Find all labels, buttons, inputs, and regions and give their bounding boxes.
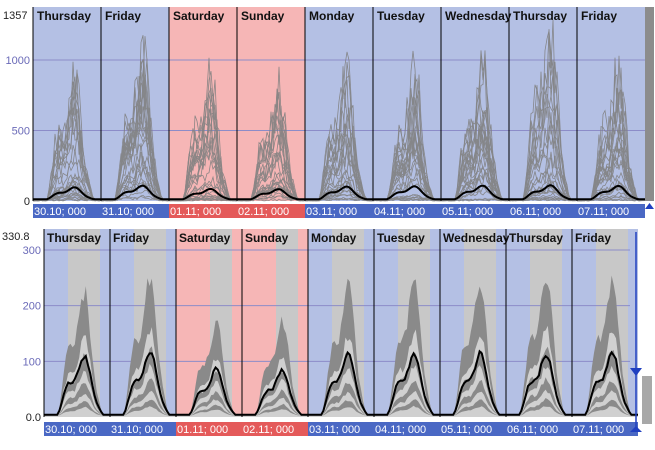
date-cell: [242, 422, 308, 436]
day-label: Thursday: [47, 231, 101, 245]
date-cell: [506, 422, 572, 436]
day-label: Wednesday: [443, 231, 510, 245]
trace-line: [577, 156, 646, 202]
date-cell: [101, 204, 169, 218]
y-tick-label: 0.0: [26, 412, 41, 424]
mean-series-line: [44, 349, 638, 416]
y-max-label: 1357: [3, 10, 27, 22]
y-max-label: 330.8: [2, 231, 30, 243]
date-label: 04.11; 000: [375, 424, 426, 436]
date-cell: [373, 204, 441, 218]
day-background: [101, 7, 169, 201]
range-marker-icon[interactable]: [630, 368, 642, 376]
day-label: Friday: [105, 9, 141, 23]
date-label: 07.11; 000: [573, 424, 624, 436]
date-cell: [176, 422, 242, 436]
day-margin: [266, 229, 276, 417]
day-background: [237, 7, 305, 201]
day-margin: [364, 229, 374, 417]
date-label: 01.11; 000: [177, 424, 228, 436]
date-label: 02.11; 000: [238, 206, 289, 218]
trace-line: [440, 197, 510, 202]
day-label: Sunday: [241, 9, 285, 23]
date-label: 03.11; 000: [306, 206, 357, 218]
scroll-arrow-icon[interactable]: [630, 426, 642, 432]
day-label: Friday: [113, 231, 149, 245]
trace-line: [305, 137, 373, 202]
day-label: Thursday: [509, 231, 563, 245]
day-background: [169, 7, 237, 201]
y-tick-label: 500: [12, 126, 30, 138]
day-background: [33, 7, 101, 201]
date-cell: [169, 204, 237, 218]
date-label: 30.10; 000: [34, 206, 86, 218]
day-label: Friday: [575, 231, 611, 245]
date-label: 03.11; 000: [309, 424, 360, 436]
date-label: 04.11; 000: [374, 206, 425, 218]
day-label: Wednesday: [445, 9, 512, 23]
day-margin: [232, 229, 242, 417]
date-label: 05.11; 000: [441, 424, 492, 436]
bottom-panel: Thursday Friday Saturday Sunday Monday Tuesda…: [2, 229, 652, 436]
trace-line: [32, 192, 102, 202]
date-cell: [305, 204, 373, 218]
day-label: Tuesday: [377, 231, 425, 245]
top-panel: Thursday Friday Saturday Sunday Monday Tuesda…: [3, 7, 654, 218]
distribution-band: [44, 405, 638, 417]
date-label: 31.10; 000: [111, 424, 163, 436]
date-label: 07.11; 000: [578, 206, 629, 218]
day-label: Sunday: [245, 231, 289, 245]
day-label: Tuesday: [377, 9, 425, 23]
date-cell: [308, 422, 374, 436]
y-tick-label: 100: [23, 356, 41, 368]
day-margin: [166, 229, 176, 417]
day-label: Saturday: [179, 231, 231, 245]
date-cell: [374, 422, 440, 436]
day-label: Thursday: [513, 9, 567, 23]
trace-line: [236, 198, 306, 202]
date-cell: [44, 422, 110, 436]
day-margin: [430, 229, 440, 417]
date-cell: [237, 204, 305, 218]
date-cell: [33, 204, 101, 218]
date-label: 06.11; 000: [507, 424, 558, 436]
day-margin: [200, 229, 210, 417]
date-cell: [577, 204, 645, 218]
date-label: 02.11; 000: [243, 424, 294, 436]
day-label: Thursday: [37, 9, 91, 23]
day-margin: [298, 229, 308, 417]
scrollbar-track[interactable]: [645, 7, 654, 201]
date-label: 31.10; 000: [102, 206, 154, 218]
y-tick-label: 0: [24, 196, 30, 208]
date-cell: [441, 204, 509, 218]
date-label: 01.11; 000: [170, 206, 221, 218]
mean-series-line: [33, 184, 645, 201]
trace-line: [372, 142, 442, 202]
day-margin: [100, 229, 110, 417]
day-label: Monday: [309, 9, 355, 23]
date-label: 05.11; 000: [442, 206, 493, 218]
day-label: Saturday: [173, 9, 225, 23]
date-cell: [509, 204, 577, 218]
scrollbar-thumb[interactable]: [642, 376, 652, 424]
y-tick-label: 300: [23, 245, 41, 257]
scroll-arrow-icon[interactable]: [645, 203, 654, 209]
date-label: 30.10; 000: [45, 424, 97, 436]
date-cell: [440, 422, 506, 436]
date-cell: [572, 422, 638, 436]
day-margin: [628, 229, 638, 417]
day-margin: [562, 229, 572, 417]
y-tick-label: 1000: [6, 55, 30, 67]
date-cell: [110, 422, 176, 436]
day-margin: [496, 229, 506, 417]
day-label: Monday: [311, 231, 357, 245]
y-tick-label: 200: [23, 301, 41, 313]
day-label: Friday: [581, 9, 617, 23]
date-label: 06.11; 000: [510, 206, 561, 218]
